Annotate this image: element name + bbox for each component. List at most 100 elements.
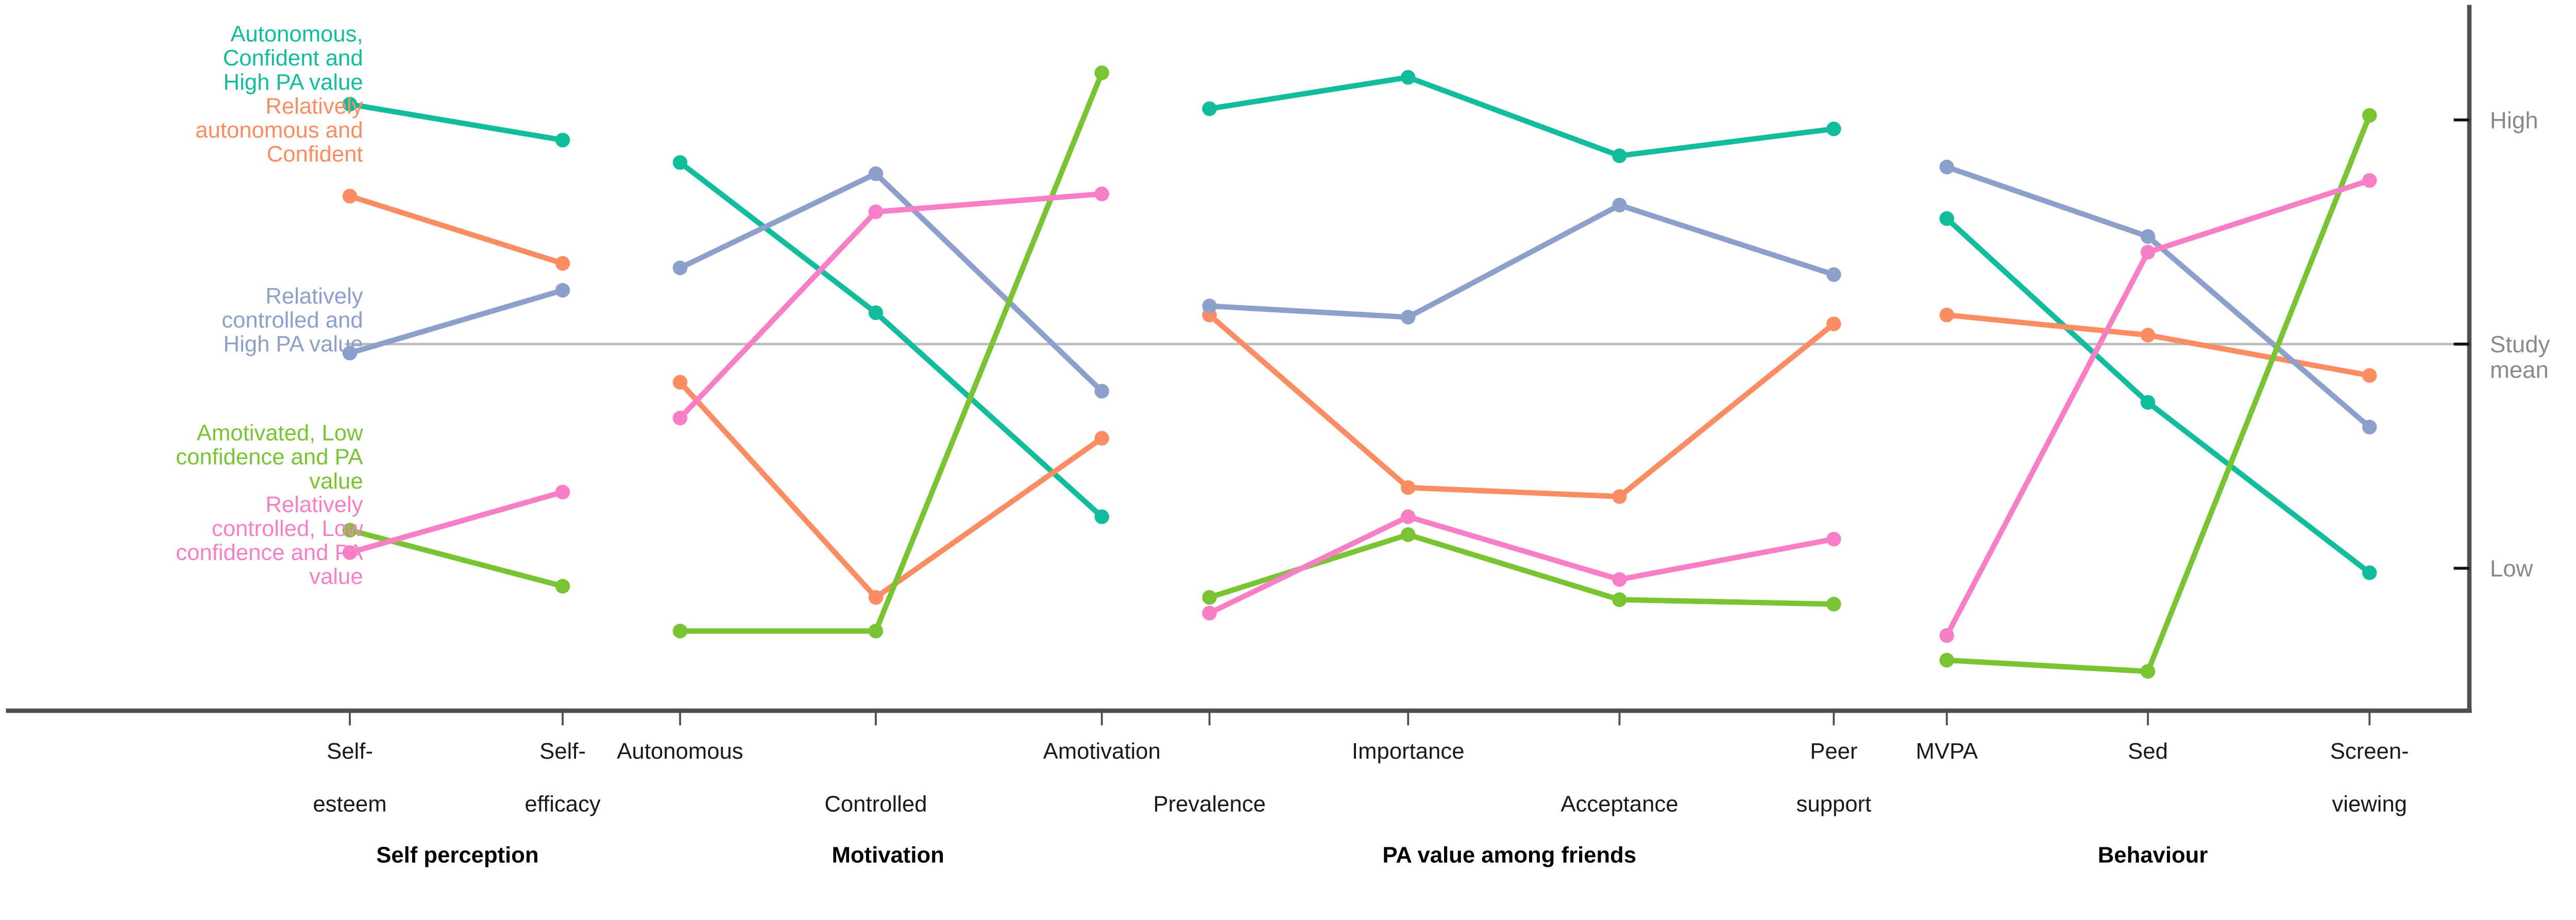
x-tick-label: Importance (1352, 739, 1464, 764)
data-point (1612, 572, 1627, 587)
data-point (1094, 431, 1109, 446)
x-tick-label: Prevalence (1153, 792, 1266, 817)
data-point (2140, 395, 2156, 410)
x-tick-label: esteem (313, 792, 386, 817)
series-line (1209, 74, 1835, 159)
data-point (555, 579, 570, 594)
y-axis-tick-label: Study (2490, 331, 2550, 358)
data-point (2140, 327, 2156, 343)
data-point (1826, 267, 1841, 282)
x-tick-label: Controlled (824, 792, 927, 817)
data-point (672, 410, 688, 426)
x-tick-label: Self- (539, 739, 586, 764)
series-line (678, 380, 1104, 600)
series-line (349, 193, 564, 266)
series-line (1209, 202, 1835, 320)
data-point (2140, 664, 2156, 679)
x-tick-label: Amotivation (1043, 739, 1161, 764)
legend-label: controlled, Low (212, 516, 363, 541)
y-axis-tick-label: High (2490, 107, 2538, 133)
data-point (2362, 368, 2377, 383)
data-point (1202, 606, 1217, 621)
data-point (868, 204, 884, 220)
data-point (1202, 298, 1217, 313)
legend-label: Confident and (223, 45, 363, 71)
legend-label: Relatively (265, 492, 363, 517)
data-point (672, 375, 688, 390)
data-point (1094, 383, 1109, 399)
data-point (1826, 121, 1841, 137)
data-point (1094, 65, 1109, 80)
profile-chart-container: High Study mean Low Self-esteem Self-efficacy… (6, 5, 2550, 868)
data-point (1612, 489, 1627, 504)
legend-label: confidence and PA (176, 444, 363, 470)
x-tick-label: support (1797, 792, 1872, 817)
x-tick-label: Sed (2128, 739, 2168, 764)
data-point (1400, 527, 1416, 542)
data-point (1094, 186, 1109, 202)
data-point (868, 590, 884, 605)
legend-label: autonomous and (195, 118, 363, 143)
data-point (1094, 509, 1109, 524)
data-point (1826, 531, 1841, 547)
data-point (555, 256, 570, 271)
x-tick-label: Self- (327, 739, 373, 764)
data-point (555, 132, 570, 148)
data-point (1612, 592, 1627, 607)
y-axis-tick-label: mean (2490, 357, 2549, 383)
data-point (1612, 197, 1627, 213)
x-group-label: Self perception (376, 842, 538, 867)
legend-label: High PA value (224, 70, 363, 95)
series-line (679, 171, 1104, 393)
data-point (1939, 307, 1954, 323)
data-point (342, 189, 358, 204)
data-point (1612, 148, 1627, 163)
data-point (1202, 101, 1217, 116)
data-point (868, 166, 884, 181)
data-point (868, 624, 884, 639)
data-point (1939, 628, 1954, 643)
data-point (1826, 316, 1841, 331)
legend-label: value (309, 469, 363, 494)
y-axis-tick-label: Low (2490, 556, 2534, 582)
x-tick-label: viewing (2332, 792, 2407, 817)
data-point (342, 345, 358, 361)
data-point (2362, 420, 2377, 434)
series-line (1946, 164, 2371, 429)
data-point (1939, 159, 1954, 175)
data-point (1939, 211, 1954, 226)
legend-label: Relatively (265, 283, 363, 309)
series-line (1208, 514, 1835, 616)
data-point (1826, 596, 1841, 612)
legend-label: High PA value (224, 331, 363, 357)
data-point (868, 305, 884, 320)
legend-label: confidence and PA (176, 540, 363, 565)
legend-label: Confident (267, 141, 363, 166)
x-group-label: Behaviour (2098, 842, 2208, 867)
data-point (1400, 480, 1416, 495)
data-point (342, 96, 358, 112)
series-line (1208, 313, 1836, 499)
series-line (349, 288, 564, 356)
data-point (555, 484, 570, 499)
x-group-label: Motivation (832, 842, 944, 867)
x-tick-label: MVPA (1916, 739, 1978, 764)
data-point (555, 282, 570, 298)
x-group-label: PA value among friends (1382, 842, 1636, 867)
series-line (349, 102, 563, 143)
legend-label: Autonomous, (230, 22, 363, 47)
series-line (349, 527, 564, 589)
series-line (678, 160, 1104, 519)
data-point (1400, 70, 1416, 85)
data-point (2362, 565, 2377, 580)
data-point (2140, 229, 2156, 244)
data-point (2362, 173, 2377, 188)
data-point (2140, 245, 2156, 260)
legend-label: Amotivated, Low (197, 421, 363, 446)
x-tick-label: Acceptance (1561, 792, 1678, 817)
x-tick-label: Autonomous (617, 739, 743, 764)
x-tick-label: Screen- (2330, 739, 2409, 764)
data-point (2362, 108, 2377, 123)
data-point (1202, 590, 1217, 605)
